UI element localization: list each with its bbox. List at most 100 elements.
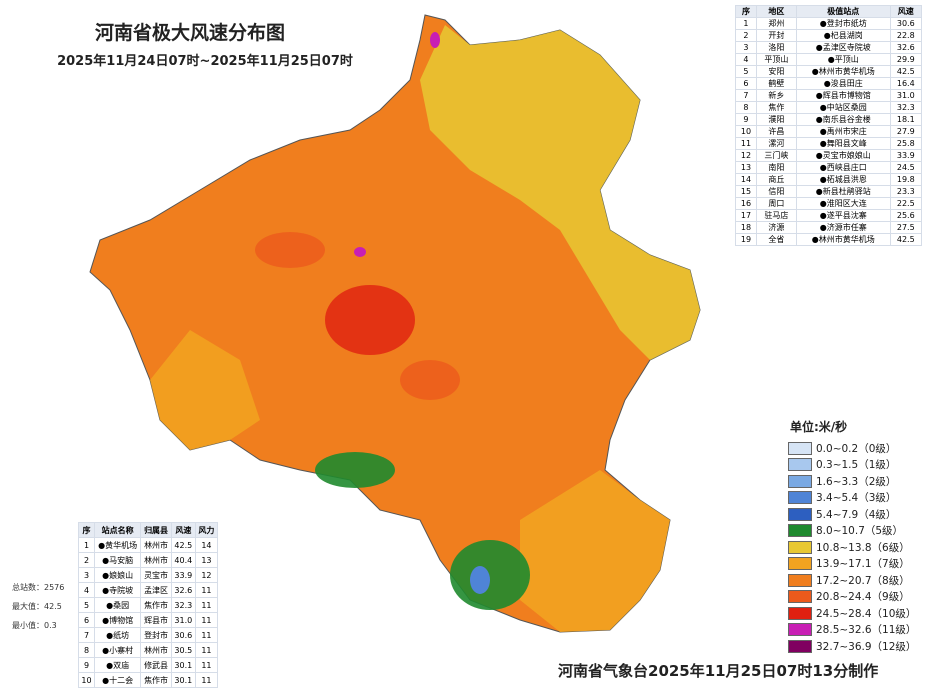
table-row: 2 开封 ●杞县湖岗 22.8 [735, 29, 923, 42]
table-cell: ●马安脑 [93, 552, 142, 568]
header-cell: 站点名称 [93, 522, 142, 538]
table-cell: 40.4 [170, 552, 196, 568]
legend-label: 32.7~36.9（12级） [816, 640, 917, 653]
table-cell: ●黄华机场 [93, 537, 142, 553]
legend-label: 28.5~32.6（11级） [816, 624, 917, 637]
table-cell: 南阳 [755, 161, 797, 174]
table-cell: 11 [194, 672, 219, 688]
table-cell: 42.5 [889, 65, 923, 78]
table-cell: 新乡 [755, 89, 797, 102]
table-cell: ●中站区桑园 [795, 101, 891, 114]
legend-item: 32.7~36.9（12级） [788, 638, 916, 655]
legend: 单位:米/秒 0.0~0.2（0级） 0.3~1.5（1级） 1.6~3.3（2级）… [788, 418, 916, 655]
legend-item: 28.5~32.6（11级） [788, 622, 916, 639]
table-cell: 6 [78, 612, 95, 628]
legend-item: 3.4~5.4（3级） [788, 490, 916, 507]
legend-label: 5.4~7.9（4级） [816, 508, 897, 521]
table-row: 9 ●双庙 修武县 30.1 11 [78, 657, 219, 673]
table-cell: 登封市 [140, 627, 172, 643]
table-cell: 32.3 [170, 597, 196, 613]
table-cell: 焦作市 [140, 597, 172, 613]
header-cell: 风速 [889, 5, 923, 18]
table-cell: 11 [194, 582, 219, 598]
table-cell: 22.8 [889, 29, 923, 42]
table-cell: 濮阳 [755, 113, 797, 126]
header-cell: 风力 [194, 522, 219, 538]
table-cell: 12 [735, 149, 757, 162]
header-cell: 序 [735, 5, 757, 18]
table-row: 1 郑州 ●登封市纸坊 30.6 [735, 17, 923, 30]
header-row: 序站点名称 归属县 风速 风力 [78, 522, 219, 538]
table-cell: 孟津区 [140, 582, 172, 598]
table-cell: 42.5 [889, 233, 923, 246]
table-cell: 2 [78, 552, 95, 568]
table-row: 16 周口 ●淮阳区大连 22.5 [735, 197, 923, 210]
legend-swatch [788, 524, 812, 538]
table-cell: 27.9 [889, 125, 923, 138]
table-cell: 19.8 [889, 173, 923, 186]
table-cell: 11 [194, 612, 219, 628]
legend-item: 8.0~10.7（5级） [788, 523, 916, 540]
table-cell: 27.5 [889, 221, 923, 234]
table-cell: ●寺院坡 [93, 582, 142, 598]
magenta-area [430, 32, 440, 48]
magenta-area [354, 247, 366, 257]
legend-item: 5.4~7.9（4级） [788, 506, 916, 523]
table-cell: 开封 [755, 29, 797, 42]
table-cell: 11 [194, 597, 219, 613]
red-area [400, 360, 460, 400]
table-cell: 焦作市 [140, 672, 172, 688]
table-cell: ●平顶山 [795, 53, 891, 66]
table-cell: 23.3 [889, 185, 923, 198]
table-row: 18 济源 ●济源市任寨 27.5 [735, 221, 923, 234]
stat-line: 总站数：2576 [12, 583, 65, 592]
legend-swatch [788, 573, 812, 587]
table-row: 3 洛阳 ●孟津区寺院坡 32.6 [735, 41, 923, 54]
table-cell: 11 [194, 627, 219, 643]
table-cell: 29.9 [889, 53, 923, 66]
table-cell: 13 [194, 552, 219, 568]
green-area [315, 452, 395, 488]
table-cell: 9 [735, 113, 757, 126]
table-cell: 14 [194, 537, 219, 553]
table-cell: ●浚县田庄 [795, 77, 891, 90]
table-cell: 33.9 [889, 149, 923, 162]
table-cell: 5 [735, 65, 757, 78]
legend-item: 24.5~28.4（10级） [788, 605, 916, 622]
table-cell: 30.5 [170, 642, 196, 658]
legend-swatch [788, 623, 812, 637]
table-cell: 5 [78, 597, 95, 613]
table-row: 10 许昌 ●禹州市宋庄 27.9 [735, 125, 923, 138]
table-cell: 7 [78, 627, 95, 643]
table-cell: 25.8 [889, 137, 923, 150]
table-cell: 林州市 [140, 552, 172, 568]
stat-line: 最大值：42.5 [12, 602, 62, 611]
table-cell: 郑州 [755, 17, 797, 30]
table-cell: ●博物馆 [93, 612, 142, 628]
table-cell: 24.5 [889, 161, 923, 174]
table-cell: ●禹州市宋庄 [795, 125, 891, 138]
legend-label: 0.3~1.5（1级） [816, 459, 897, 472]
table-cell: 7 [735, 89, 757, 102]
table-cell: 1 [78, 537, 95, 553]
table-row: 8 焦作 ●中站区桑园 32.3 [735, 101, 923, 114]
stats: 总站数：2576 最大值：42.5 最小值：0.3 [12, 578, 64, 635]
table-cell: 14 [735, 173, 757, 186]
table-cell: 42.5 [170, 537, 196, 553]
legend-item: 1.6~3.3（2级） [788, 473, 916, 490]
table-cell: 18 [735, 221, 757, 234]
table-cell: 商丘 [755, 173, 797, 186]
map-title: 河南省极大风速分布图 [94, 22, 285, 44]
table-cell: 安阳 [755, 65, 797, 78]
table-row: 4 平顶山 ●平顶山 29.9 [735, 53, 923, 66]
table-cell: 林州市 [140, 642, 172, 658]
table-cell: 1 [735, 17, 757, 30]
table-row: 2 ●马安脑 林州市 40.4 13 [78, 552, 219, 568]
table-row: 7 新乡 ●辉县市博物馆 31.0 [735, 89, 923, 102]
table-cell: ●纸坊 [93, 627, 142, 643]
table-cell: 31.0 [170, 612, 196, 628]
table-cell: ●新县杜鹃驿站 [795, 185, 891, 198]
table-row: 11 漯河 ●舞阳县文峰 25.8 [735, 137, 923, 150]
table-cell: ●孟津区寺院坡 [795, 41, 891, 54]
